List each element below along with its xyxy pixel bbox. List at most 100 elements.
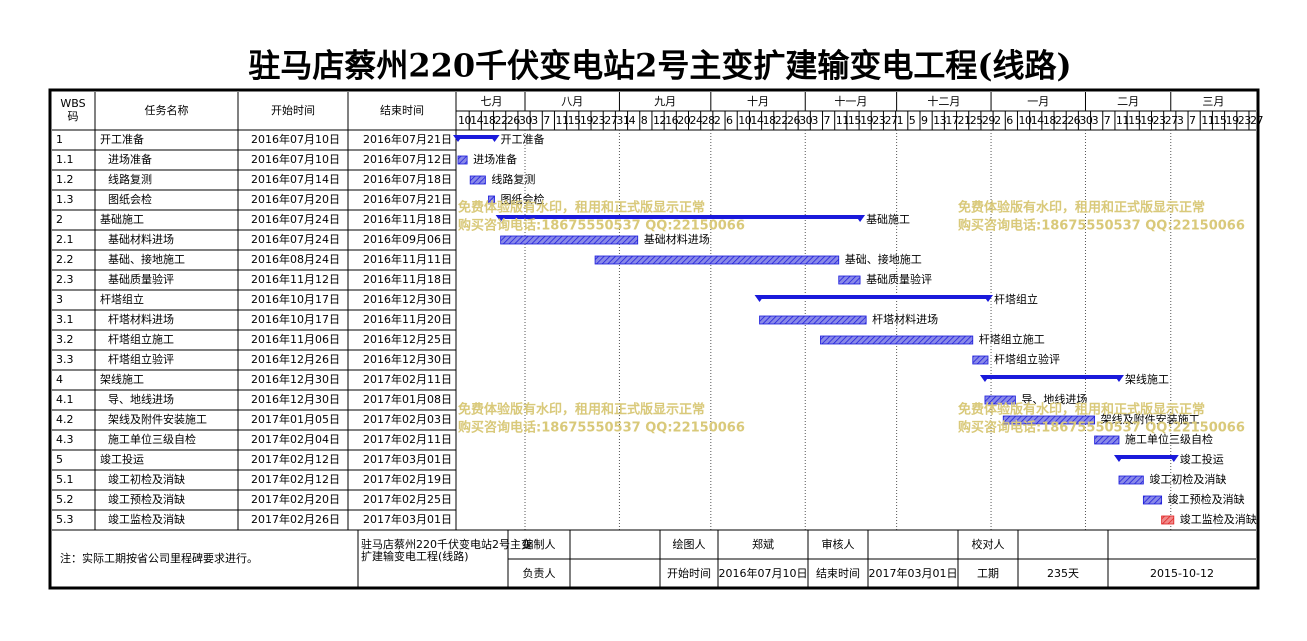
end-date: 2017年02月11日	[363, 432, 452, 446]
day-tick-label: 14	[750, 114, 763, 127]
day-tick-label: 19	[580, 114, 593, 127]
end-date: 2016年12月30日	[363, 352, 452, 366]
end-date: 2017年02月11日	[363, 372, 452, 386]
start-date: 2016年07月20日	[251, 192, 340, 206]
bar-label: 竣工预检及消缺	[1168, 492, 1245, 506]
bar-label: 杆塔组立施工	[979, 332, 1045, 346]
month-label: 八月	[561, 95, 583, 108]
task-bar	[984, 395, 1016, 405]
task-name: 竣工投运	[100, 452, 144, 466]
task-name: 图纸会检	[108, 192, 152, 206]
task-name: 架线及附件安装施工	[108, 412, 207, 426]
task-name: 基础、接地施工	[108, 253, 185, 266]
day-tick-label: 15	[848, 114, 861, 127]
task-bar	[1002, 415, 1096, 425]
day-tick-label: 24	[689, 114, 702, 127]
day-tick-label: 20	[677, 114, 690, 127]
day-tick-label: 16	[665, 114, 678, 127]
day-tick-label: 22	[1055, 114, 1068, 127]
day-tick-label: 6	[1006, 114, 1013, 127]
start-date: 2016年07月24日	[251, 232, 340, 246]
day-tick-label: 17	[945, 114, 958, 127]
day-tick-label: 22	[495, 114, 508, 127]
day-tick-label: 27	[884, 114, 897, 127]
start-date: 2016年12月30日	[251, 372, 340, 386]
task-bar	[838, 275, 861, 285]
task-bar	[1142, 495, 1163, 505]
day-tick-label: 28	[702, 114, 715, 127]
wbs: 5	[56, 453, 63, 466]
watermark: 免费体验版有水印，租用和正式版显示正常	[958, 200, 1205, 216]
bar-label: 竣工投运	[1180, 452, 1224, 466]
bar-label: 杆塔组立验评	[994, 352, 1060, 366]
watermark: 购买咨询电话:18675550537 QQ:22150066	[958, 218, 1245, 234]
day-tick-label: 2	[994, 114, 1001, 127]
task-name: 竣工监检及消缺	[108, 512, 185, 526]
footer-owner-label: 负责人	[523, 566, 556, 580]
bar-label: 进场准备	[473, 152, 517, 166]
day-tick-label: 11	[1201, 114, 1214, 127]
start-date: 2016年12月30日	[251, 392, 340, 406]
day-tick-label: 30	[519, 114, 532, 127]
summary-bar	[984, 375, 1119, 379]
frame	[48, 88, 1260, 590]
day-tick-label: 7	[543, 114, 550, 127]
bar-label: 开工准备	[501, 132, 545, 146]
wbs: 1.2	[56, 173, 74, 186]
task-name: 基础材料进场	[108, 232, 174, 246]
task-bar	[1094, 435, 1120, 445]
day-tick-label: 30	[1079, 114, 1092, 127]
watermark: 购买咨询电话:18675550537 QQ:22150066	[458, 218, 745, 234]
end-date: 2017年03月01日	[363, 452, 452, 466]
footer-end-label: 结束时间	[816, 567, 860, 580]
wbs: 3.2	[56, 333, 74, 346]
wbs: 3.3	[56, 353, 74, 366]
wbs: 3	[56, 293, 63, 306]
day-tick-label: 18	[482, 114, 495, 127]
day-tick-label: 14	[470, 114, 483, 127]
day-tick-label: 18	[1043, 114, 1056, 127]
start-date: 2016年11月06日	[251, 332, 340, 346]
day-tick-label: 25	[970, 114, 983, 127]
bar-label: 竣工监检及消缺	[1180, 512, 1257, 526]
day-tick-label: 10	[458, 114, 471, 127]
month-label: 十一月	[834, 94, 867, 108]
task-bar	[594, 255, 840, 265]
day-tick-label: 7	[1104, 114, 1111, 127]
day-tick-label: 3	[811, 114, 818, 127]
watermark: 免费体验版有水印，租用和正式版显示正常	[458, 402, 705, 418]
bar-label: 架线施工	[1125, 372, 1169, 386]
summary-bar	[1118, 455, 1174, 459]
start-date: 2016年07月10日	[251, 132, 340, 146]
day-tick-label: 2	[714, 114, 721, 127]
footer-duration: 235天	[1047, 567, 1079, 580]
day-tick-label: 3	[531, 114, 538, 127]
task-name: 基础质量验评	[108, 272, 174, 286]
task-name: 架线施工	[100, 372, 144, 386]
day-tick-label: 3	[1092, 114, 1099, 127]
day-tick-label: 1	[897, 114, 904, 127]
footer-project: 驻马店蔡州220千伏变电站2号主变扩建输变电工程(线路)	[361, 537, 532, 563]
month-label: 十月	[747, 94, 769, 108]
month-label: 九月	[654, 95, 676, 108]
header-name: 任务名称	[145, 103, 189, 117]
day-tick-label: 11	[836, 114, 849, 127]
day-tick-label: 26	[787, 114, 800, 127]
start-date: 2017年02月20日	[251, 492, 340, 506]
summary-bar	[458, 135, 495, 139]
wbs: 4.3	[56, 433, 74, 446]
task-bar	[1161, 515, 1175, 525]
end-date: 2017年02月25日	[363, 492, 452, 506]
wbs: 2.3	[56, 273, 74, 286]
task-name: 杆塔组立施工	[108, 332, 174, 346]
day-tick-label: 5	[909, 114, 916, 127]
day-tick-label: 19	[860, 114, 873, 127]
start-date: 2017年02月04日	[251, 432, 340, 446]
end-date: 2016年07月12日	[363, 152, 452, 166]
wbs: 1.1	[56, 153, 74, 166]
end-date: 2017年03月01日	[363, 512, 452, 526]
start-date: 2017年02月12日	[251, 452, 340, 466]
footer-reviewer-label: 审核人	[822, 537, 855, 551]
